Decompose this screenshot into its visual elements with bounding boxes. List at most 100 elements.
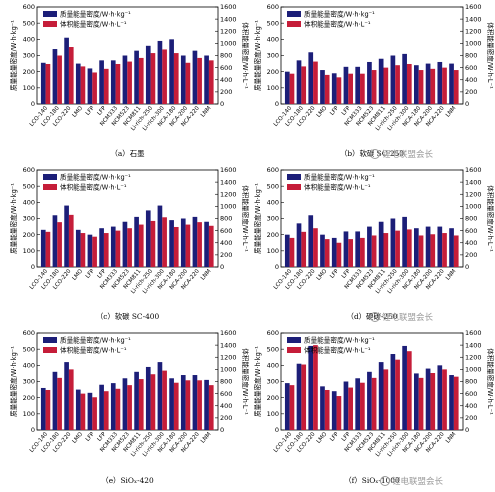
right-tick-label: 1200 [220, 27, 237, 35]
left-tick-label: 0 [275, 100, 279, 108]
right-tick-label: 1400 [220, 178, 237, 186]
bar-volumetric [57, 222, 62, 267]
legend-label-gravimetric: 质量能量密度/W·h·kg⁻¹ [304, 10, 375, 19]
bar-volumetric [138, 57, 144, 104]
category-label: LFP [85, 431, 96, 443]
category-label: LNM [200, 431, 213, 444]
bar-gravimetric [414, 228, 419, 267]
bar-gravimetric [367, 226, 372, 267]
category-label: LNM [445, 431, 458, 444]
bar-volumetric [80, 233, 86, 267]
left-tick-label: 300 [267, 52, 279, 60]
right-tick-label: 1400 [465, 15, 482, 23]
bar-volumetric [442, 369, 447, 430]
right-tick-label: 1200 [220, 353, 237, 361]
bar-volumetric [103, 233, 109, 267]
right-tick-label: 600 [220, 64, 232, 72]
bar-volumetric [289, 73, 295, 104]
bar-volumetric [197, 57, 202, 104]
bar-volumetric [115, 63, 121, 104]
panel-caption: （e）SiOₓ-420 [101, 476, 154, 485]
right-tick-label: 800 [220, 52, 232, 60]
left-axis-title: 质量能量密度/W·h·kg⁻¹ [253, 346, 262, 417]
bar-volumetric [115, 388, 121, 430]
bar-gravimetric [122, 378, 128, 430]
chart-panel-f: 0 100 200 300 400 500 600 0 200 400 600 800 1000 1200… [253, 329, 495, 485]
left-tick-label: 500 [267, 345, 279, 353]
right-tick-label: 1200 [465, 190, 482, 198]
bar-volumetric [138, 224, 144, 267]
category-label: LNM [200, 105, 213, 118]
left-tick-label: 300 [267, 378, 279, 386]
bar-gravimetric [308, 345, 314, 430]
bar-gravimetric [343, 231, 349, 267]
bar-gravimetric [64, 205, 69, 267]
left-tick-label: 600 [267, 329, 279, 337]
bar-gravimetric [157, 205, 163, 267]
bar-volumetric [150, 220, 156, 267]
bar-gravimetric [110, 383, 116, 430]
bar-gravimetric [192, 50, 198, 104]
right-tick-label: 600 [465, 64, 477, 72]
right-tick-label: 200 [220, 251, 232, 259]
left-tick-label: 100 [23, 84, 35, 92]
bar-volumetric [115, 230, 121, 267]
bar-volumetric [383, 233, 389, 267]
bar-volumetric [313, 228, 318, 267]
right-tick-label: 800 [220, 215, 232, 223]
bar-volumetric [45, 389, 51, 430]
right-tick-label: 1000 [220, 203, 237, 211]
bar-volumetric [453, 70, 459, 104]
left-tick-label: 500 [23, 182, 35, 190]
bar-gravimetric [449, 375, 454, 430]
bar-gravimetric [87, 68, 93, 104]
bar-gravimetric [284, 383, 290, 430]
right-tick-label: 1600 [220, 329, 237, 337]
watermark-icon [370, 149, 380, 159]
left-tick-label: 400 [23, 199, 35, 207]
bar-volumetric [418, 377, 424, 430]
bar-volumetric [453, 235, 459, 267]
right-tick-label: 600 [220, 390, 232, 398]
right-tick-label: 200 [465, 414, 477, 422]
right-tick-label: 0 [465, 426, 469, 434]
left-tick-label: 200 [23, 68, 35, 76]
left-axis-title: 质量能量密度/W·h·kg⁻¹ [9, 183, 18, 254]
left-axis-title: 质量能量密度/W·h·kg⁻¹ [253, 20, 262, 91]
bar-gravimetric [308, 215, 314, 267]
category-label: LMO [72, 105, 85, 119]
bar-gravimetric [169, 378, 174, 430]
right-tick-label: 1600 [465, 3, 482, 11]
bar-gravimetric [99, 60, 104, 104]
bar-volumetric [418, 70, 424, 104]
right-tick-label: 600 [465, 227, 477, 235]
category-label: LNM [445, 105, 458, 118]
right-tick-label: 1400 [220, 341, 237, 349]
bar-volumetric [208, 60, 214, 104]
left-tick-label: 100 [267, 410, 279, 418]
left-tick-label: 100 [23, 410, 35, 418]
left-tick-label: 300 [267, 215, 279, 223]
bar-volumetric [80, 393, 86, 430]
legend-swatch-gravimetric [287, 337, 301, 343]
category-label: LMO [316, 431, 329, 445]
bar-gravimetric [425, 226, 431, 267]
bar-volumetric [92, 72, 97, 104]
bar-volumetric [45, 231, 51, 267]
bar-gravimetric [355, 66, 361, 104]
category-label: LFP [341, 105, 352, 117]
bar-volumetric [127, 61, 132, 104]
bar-volumetric [103, 68, 109, 104]
legend-swatch-volumetric [287, 184, 301, 190]
bar-volumetric [68, 369, 74, 430]
bar-gravimetric [87, 392, 93, 430]
right-axis-title: 体积能量密度/W·h·L⁻¹ [241, 22, 250, 89]
bar-gravimetric [331, 237, 337, 267]
legend-label-volumetric: 体积能量密度/W·h·L⁻¹ [304, 183, 371, 192]
bar-volumetric [348, 387, 353, 430]
bar-volumetric [208, 225, 214, 267]
bar-gravimetric [64, 37, 69, 104]
legend-swatch-gravimetric [43, 337, 57, 343]
category-label: LFP [329, 431, 340, 443]
